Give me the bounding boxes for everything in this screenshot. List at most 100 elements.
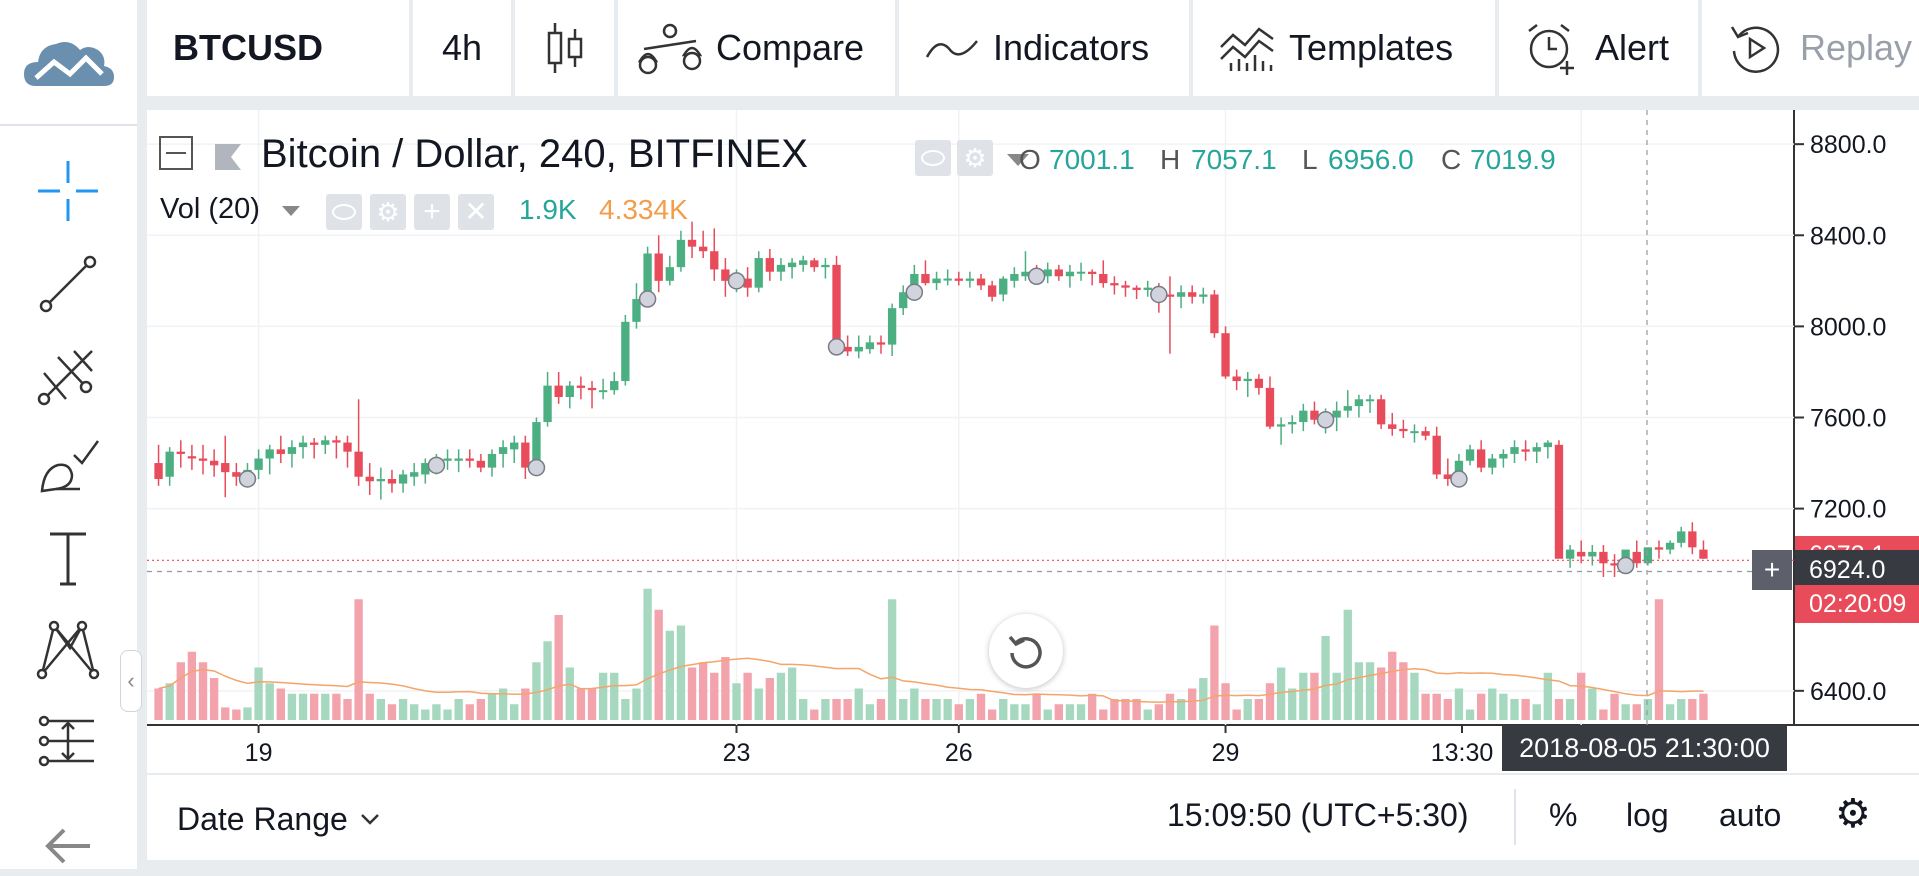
- volume-gear-icon: ⚙: [376, 197, 400, 227]
- volume-bar: [1499, 693, 1508, 720]
- event-marker[interactable]: [727, 272, 746, 290]
- pattern-tool[interactable]: [28, 615, 108, 685]
- candle-body: [465, 458, 474, 461]
- candle-body: [1465, 449, 1475, 461]
- pitchfork-icon: [37, 350, 93, 406]
- back-tool[interactable]: [28, 816, 108, 876]
- replay-button[interactable]: Replay: [1702, 0, 1919, 96]
- series-visibility-button[interactable]: [915, 140, 951, 176]
- clock-label[interactable]: 15:09:50 (UTC+5:30): [1167, 797, 1469, 833]
- volume-bar: [1577, 672, 1586, 720]
- indicators-label: Indicators: [993, 27, 1150, 68]
- price-tick-label: 7200.0: [1810, 496, 1886, 524]
- candle-body: [1254, 378, 1264, 388]
- text-tool[interactable]: [28, 523, 108, 593]
- volume-bar: [1543, 672, 1553, 720]
- candle-body: [476, 460, 486, 468]
- brush-tool[interactable]: [28, 432, 108, 502]
- event-marker[interactable]: [1027, 267, 1046, 286]
- event-marker[interactable]: [427, 456, 446, 475]
- candle-body: [1532, 447, 1541, 452]
- price-tick-label: 8800.0: [1810, 131, 1886, 159]
- close-value: 7019.9: [1470, 144, 1556, 175]
- event-marker[interactable]: [1316, 411, 1335, 429]
- volume-visibility-button[interactable]: [326, 194, 362, 230]
- candle-body: [1099, 274, 1108, 284]
- volume-bar: [954, 704, 963, 720]
- candle-body: [1221, 333, 1230, 377]
- candle-body: [854, 346, 863, 352]
- event-marker[interactable]: [827, 338, 846, 356]
- candle-body: [1310, 410, 1319, 420]
- chevron-down-icon[interactable]: [1007, 154, 1029, 168]
- event-marker[interactable]: [1450, 470, 1468, 488]
- percent-toggle[interactable]: %: [1549, 797, 1578, 833]
- candle-body: [1399, 428, 1408, 432]
- log-toggle[interactable]: log: [1626, 797, 1669, 833]
- candle-body: [1677, 531, 1686, 543]
- tradingview-logo-icon[interactable]: [22, 34, 116, 92]
- templates-button[interactable]: Templates: [1193, 0, 1495, 96]
- volume-bar: [1476, 693, 1486, 720]
- volume-bar: [721, 657, 730, 720]
- candle-body: [443, 458, 452, 461]
- chart-type-button[interactable]: [515, 0, 614, 96]
- candle-body: [1232, 376, 1241, 382]
- auto-toggle[interactable]: auto: [1719, 797, 1782, 833]
- candle-body: [876, 342, 886, 345]
- volume-remove-button[interactable]: ✕: [458, 194, 494, 230]
- event-marker[interactable]: [238, 470, 257, 488]
- volume-ma-line: [158, 657, 1704, 703]
- candle-body: [1343, 406, 1352, 411]
- chart-settings-gear-icon[interactable]: ⚙: [1835, 792, 1871, 836]
- event-marker[interactable]: [527, 458, 546, 477]
- alert-button[interactable]: Alert: [1499, 0, 1698, 96]
- series-settings-button[interactable]: ⚙: [957, 140, 993, 176]
- volume-bar: [810, 709, 819, 720]
- pitchfork-tool[interactable]: [28, 340, 108, 410]
- interval-button[interactable]: 4h: [413, 0, 511, 96]
- volume-bar: [276, 688, 285, 720]
- trend-line-tool[interactable]: [28, 249, 108, 319]
- candle-body: [687, 239, 697, 247]
- volume-bar: [1265, 683, 1275, 720]
- crosshair-add-button[interactable]: +: [1752, 550, 1792, 590]
- candle-body: [754, 258, 763, 288]
- flag-icon[interactable]: [213, 142, 243, 172]
- brush-icon: [40, 440, 100, 493]
- volume-bar: [1176, 699, 1186, 720]
- volume-bar: [1199, 678, 1208, 720]
- date-range-button[interactable]: Date Range: [177, 797, 380, 841]
- volume-bar: [1087, 693, 1097, 720]
- volume-add-button[interactable]: +: [414, 194, 450, 230]
- volume-bar: [1276, 667, 1286, 720]
- volume-bar: [1421, 693, 1430, 720]
- volume-bar: [487, 693, 497, 720]
- event-marker[interactable]: [638, 290, 657, 308]
- measure-tool[interactable]: [28, 706, 108, 776]
- volume-bar: [1588, 688, 1597, 720]
- volume-bar: [1365, 662, 1375, 720]
- volume-chevron-down-icon[interactable]: [282, 206, 300, 218]
- volume-bar: [1221, 683, 1230, 720]
- event-marker[interactable]: [905, 283, 924, 301]
- collapse-legend-button[interactable]: [159, 136, 193, 170]
- volume-settings-button[interactable]: ⚙: [370, 194, 406, 230]
- reset-chart-button[interactable]: [989, 614, 1063, 688]
- candle-body: [954, 278, 963, 281]
- event-marker[interactable]: [1150, 285, 1168, 304]
- chart-panel[interactable]: 8800.0 8400.0 8000.0 7600.0 7200.0 6400.0 19 23…: [147, 110, 1919, 773]
- compare-button[interactable]: Compare: [618, 0, 895, 96]
- collapse-toolbar-handle[interactable]: ‹: [120, 650, 142, 712]
- volume-bar: [787, 667, 797, 720]
- volume-bar: [1654, 599, 1664, 720]
- price-chart[interactable]: 8800.0 8400.0 8000.0 7600.0 7200.0 6400.0 19 23…: [147, 110, 1919, 773]
- event-marker[interactable]: [1616, 556, 1635, 575]
- volume-bar: [999, 699, 1008, 720]
- crosshair-tool[interactable]: [28, 156, 108, 226]
- reset-icon: [1008, 635, 1042, 669]
- indicators-button[interactable]: Indicators: [899, 0, 1189, 96]
- candle-body: [676, 239, 686, 268]
- volume-bar: [1288, 688, 1297, 720]
- symbol-search[interactable]: BTCUSD: [147, 0, 409, 96]
